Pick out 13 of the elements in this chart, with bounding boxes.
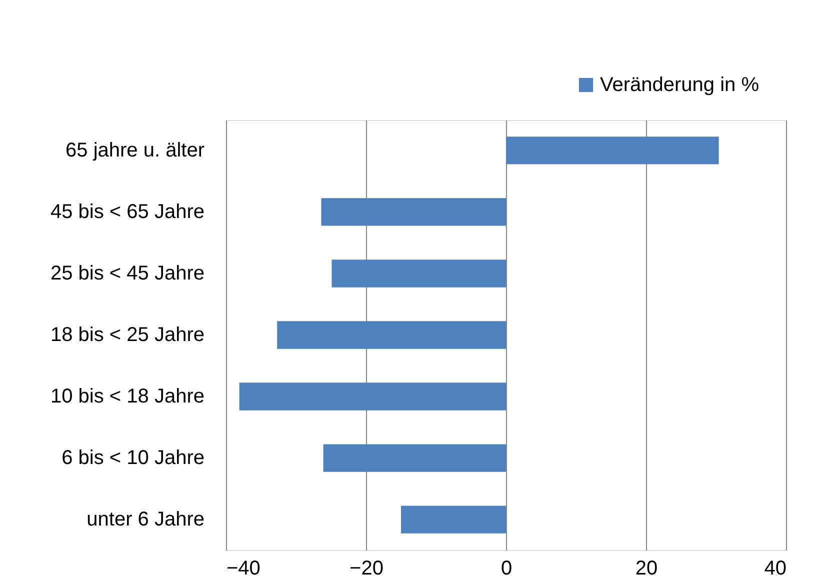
y-tick-label: 6 bis < 10 Jahre [62, 447, 204, 470]
y-tick-label: 65 jahre u. älter [66, 139, 205, 162]
y-tick-label: 18 bis < 25 Jahre [50, 324, 204, 346]
x-tick-label: 0 [500, 558, 512, 580]
y-tick-label: 10 bis < 18 Jahre [50, 386, 204, 408]
legend-label: Veränderung in % [600, 74, 760, 96]
x-tick-label: 40 [764, 558, 786, 580]
y-tick-label: unter 6 Jahre [86, 508, 204, 531]
x-tick-label: 20 [635, 558, 658, 580]
y-tick-label: 45 bis < 65 Jahre [50, 200, 204, 223]
y-tick-label: 25 bis < 45 Jahre [50, 262, 204, 284]
x-tick-label: −20 [350, 558, 384, 580]
x-tick-label: −40 [226, 558, 260, 580]
